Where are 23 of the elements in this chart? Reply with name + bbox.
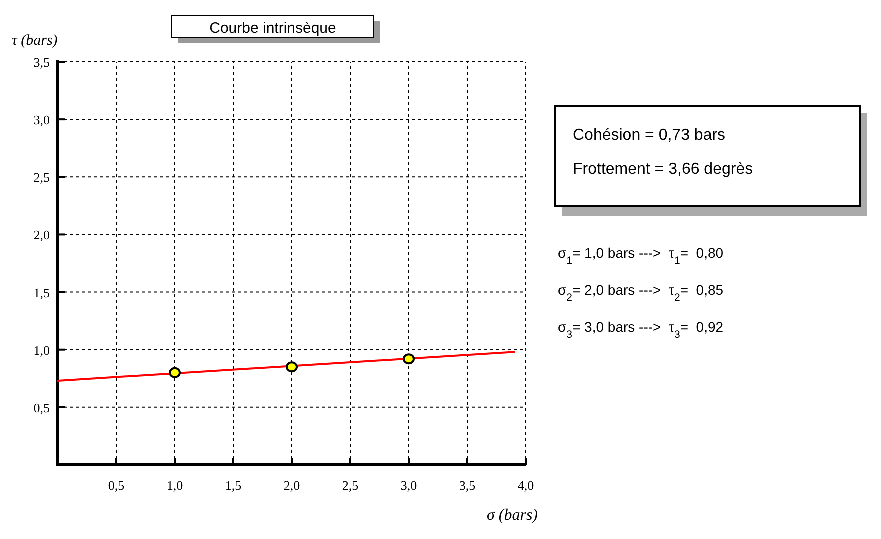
x-tick-label: 4,0	[518, 478, 534, 493]
text: Frottement = 3,66 degrès	[573, 161, 754, 178]
x-tick-label: 0,5	[108, 478, 125, 493]
y-tick-label: 1,0	[34, 342, 50, 358]
x-axis-title: σ (bars)	[487, 507, 538, 524]
y-tick-label: 3,5	[34, 55, 50, 70]
text: Cohésion = 0,73 bars	[573, 127, 726, 144]
text: σ$_{1}$= 1,0 bars ---> τ$_{1}$= 0,80	[558, 245, 724, 267]
x-tick-label: 3,0	[400, 478, 418, 493]
x-tick-label: 2,5	[342, 478, 359, 493]
x-tick-label: 3,5	[459, 478, 476, 493]
x-tick-label: 1,5	[225, 478, 242, 493]
chart-title: Courbe intrinsèque	[210, 20, 336, 37]
text: σ$_{3}$= 3,0 bars ---> τ$_{3}$= 0,92	[558, 319, 724, 341]
y-tick-label: 2,5	[34, 170, 50, 186]
y-tick-label: 0,5	[34, 400, 50, 416]
x-tick-label: 1,0	[166, 478, 184, 493]
y-tick-label: 2,0	[34, 228, 50, 243]
text: σ$_{2}$= 2,0 bars ---> τ$_{2}$= 0,85	[558, 282, 724, 304]
y-tick-label: 1,5	[34, 285, 50, 300]
y-tick-label: 3,0	[34, 112, 50, 128]
x-tick-label: 2,0	[284, 478, 300, 493]
y-axis-title: τ (bars)	[12, 33, 58, 49]
